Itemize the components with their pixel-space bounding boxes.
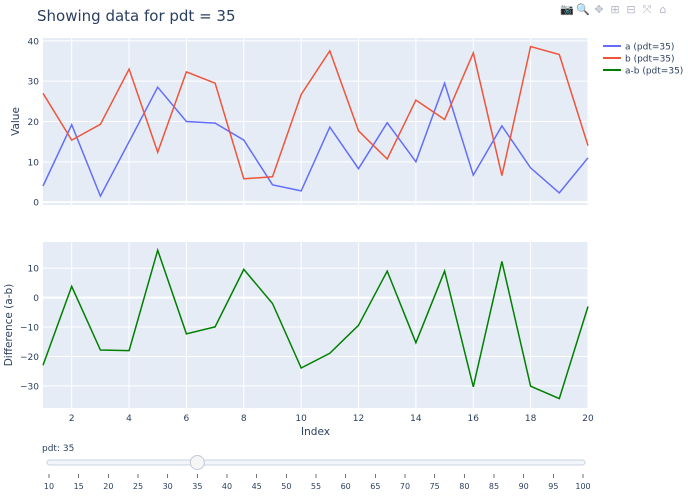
x-tick-label: 14: [410, 414, 422, 424]
y-tick-label: 30: [28, 78, 40, 88]
x-axis-title: Index: [301, 426, 330, 438]
slider-tick-label[interactable]: 30: [163, 482, 173, 491]
subplot-1[interactable]: 0 10 20 30 40 Value: [10, 37, 589, 209]
y-tick-label: 20: [28, 118, 40, 128]
x-tick-label: 20: [582, 414, 594, 424]
legend-item-b[interactable]: b (pdt=35): [603, 55, 675, 65]
modebar: 📷 🔍 ✥ ⊞ ⊟ ⤧ ⌂: [560, 2, 666, 16]
slider-tick-label[interactable]: 80: [459, 482, 469, 491]
y-tick-label: 0: [33, 199, 39, 209]
slider-tick-label[interactable]: 15: [74, 482, 84, 491]
slider-tick-label[interactable]: 95: [548, 482, 558, 491]
y-axis-title: Value: [10, 107, 22, 136]
x-tick-label: 4: [126, 414, 132, 424]
y-tick-label: 0: [33, 294, 39, 304]
pan-icon[interactable]: ✥: [594, 3, 603, 16]
legend-label: b (pdt=35): [625, 55, 675, 65]
x-tick-label: 8: [241, 414, 247, 424]
y-axis-title: Difference (a-b): [3, 284, 15, 367]
slider-tick-label[interactable]: 65: [370, 482, 380, 491]
camera-icon[interactable]: 📷: [560, 3, 574, 16]
x-tick-label: 12: [353, 414, 364, 424]
slider-tick-label[interactable]: 45: [252, 482, 262, 491]
x-tick-label: 10: [295, 414, 307, 424]
slider-tick-label[interactable]: 55: [311, 482, 321, 491]
legend-label: a-b (pdt=35): [625, 67, 683, 77]
autoscale-icon[interactable]: ⤧: [643, 3, 652, 16]
x-tick-label: 2: [69, 414, 75, 424]
slider-tick-label[interactable]: 75: [430, 482, 440, 491]
slider-tick-label[interactable]: 25: [133, 482, 143, 491]
slider-handle[interactable]: [189, 455, 205, 470]
zoom-in-icon[interactable]: ⊞: [610, 3, 619, 16]
legend-label: a (pdt=35): [625, 43, 674, 53]
subplot-2[interactable]: −30 −20 −10 0 10 2 4 6 8 10 12 14 16 18 20 Difference (…: [3, 242, 594, 438]
slider-tick-label[interactable]: 20: [103, 482, 113, 491]
x-tick-label: 16: [468, 414, 480, 424]
legend: a (pdt=35) b (pdt=35) a-b (pdt=35): [603, 43, 683, 77]
zoom-out-icon[interactable]: ⊟: [626, 3, 635, 16]
slider-tick-label[interactable]: 50: [281, 482, 291, 491]
home-icon[interactable]: ⌂: [660, 3, 667, 16]
zoom-icon[interactable]: 🔍: [576, 2, 590, 16]
plot-area[interactable]: [43, 242, 588, 408]
y-tick-label: −30: [20, 382, 39, 392]
y-tick-label: −20: [20, 353, 39, 363]
x-tick-label: 18: [525, 414, 537, 424]
slider-tick-label[interactable]: 40: [222, 482, 232, 491]
series-line-b[interactable]: [42, 45, 589, 180]
slider-tick-label[interactable]: 90: [519, 482, 529, 491]
slider-tick-label[interactable]: 35: [192, 482, 202, 491]
slider-label: pdt: 35: [42, 444, 74, 454]
legend-item-a[interactable]: a (pdt=35): [603, 43, 674, 53]
chart-title: Showing data for pdt = 35: [37, 7, 236, 25]
slider-tick-label[interactable]: 70: [400, 482, 410, 491]
series-line-diff[interactable]: [42, 247, 589, 400]
slider-tick-label[interactable]: 10: [44, 482, 54, 491]
slider-tick-label[interactable]: 60: [341, 482, 351, 491]
slider-rail[interactable]: [46, 459, 586, 466]
x-tick-label: 6: [184, 414, 190, 424]
pdt-slider[interactable]: pdt: 35 10 15 20 25 30 35 40 45 50 55 60 65 70 75 80 85…: [42, 444, 591, 491]
y-tick-label: 40: [28, 37, 40, 47]
y-tick-label: 10: [28, 265, 40, 275]
y-tick-label: 10: [28, 158, 40, 168]
y-tick-label: −10: [20, 324, 39, 334]
legend-item-diff[interactable]: a-b (pdt=35): [603, 67, 683, 77]
series-line-a[interactable]: [42, 80, 589, 198]
slider-tick-label[interactable]: 85: [489, 482, 499, 491]
slider-tick-label[interactable]: 100: [575, 482, 590, 491]
